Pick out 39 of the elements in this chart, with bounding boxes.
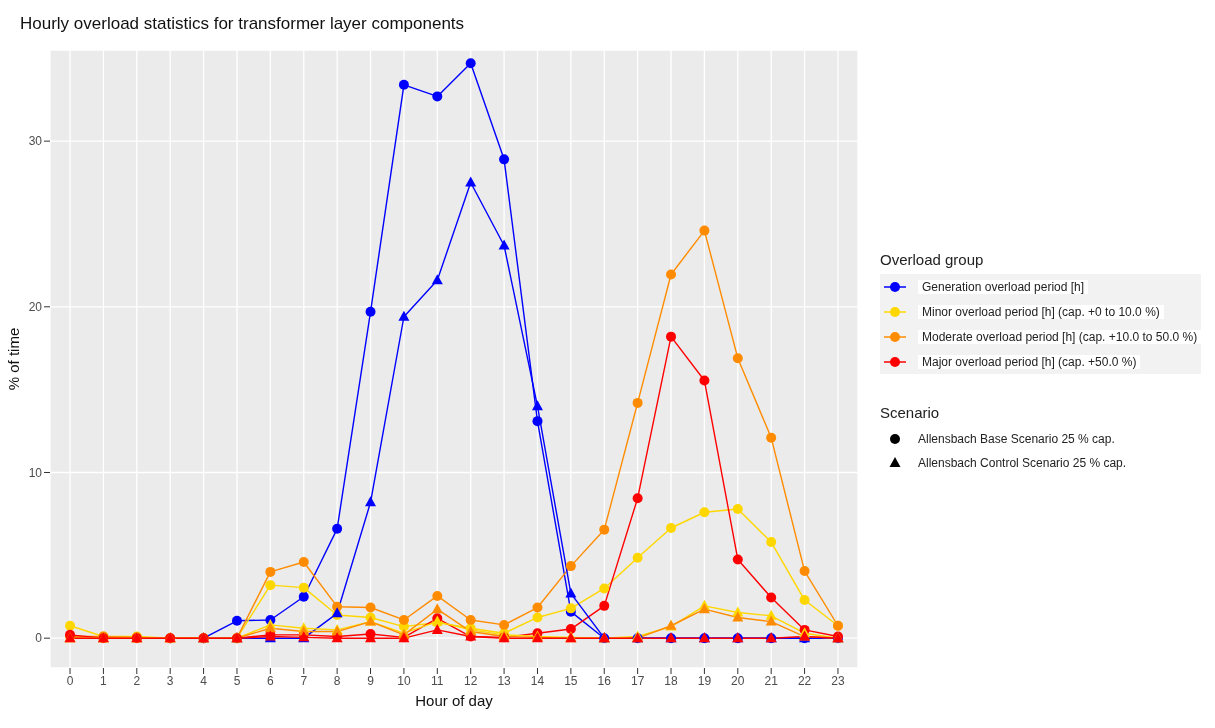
x-tick-label: 9 (367, 673, 375, 688)
x-tick-label: 17 (630, 673, 645, 688)
y-tick-label: 0 (35, 631, 43, 646)
legend-title: Overload group (880, 251, 985, 268)
chart-title: Hourly overload statistics for transformer layer components (20, 14, 465, 34)
y-axis-title: % of time (5, 327, 23, 391)
x-tick-label: 5 (233, 673, 241, 688)
legend-label: Generation overload period [h] (918, 279, 1089, 294)
x-tick-label: 1 (100, 673, 108, 688)
x-tick-label: 3 (166, 673, 174, 688)
x-tick-label: 16 (597, 673, 612, 688)
x-tick-label: 21 (764, 673, 779, 688)
x-tick-label: 11 (431, 673, 444, 688)
x-tick-label: 10 (397, 673, 411, 688)
x-tick-label: 6 (267, 673, 275, 688)
x-tick-label: 7 (300, 673, 308, 688)
x-tick-label: 23 (831, 673, 845, 688)
x-axis-title: Hour of day (415, 692, 494, 709)
x-tick-label: 14 (530, 673, 545, 688)
text: Scenario (880, 403, 941, 421)
x-tick-label: 4 (200, 673, 208, 688)
x-tick-label: 0 (66, 673, 74, 688)
text: Allensbach Control Scenario 25 % cap. (918, 455, 1127, 470)
x-tick-label: 22 (797, 673, 812, 688)
x-tick-label: 12 (464, 673, 478, 688)
x-tick-label: 19 (697, 673, 712, 688)
y-tick-label: 10 (28, 465, 43, 480)
y-tick-label: 20 (28, 300, 43, 315)
x-tick-label: 18 (664, 673, 679, 688)
legend-label: Major overload period [h] (cap. +50.0 %) (918, 354, 1141, 369)
x-tick-label: 20 (731, 673, 745, 688)
x-tick-label: 15 (564, 673, 578, 688)
x-tick-label: 8 (333, 673, 341, 688)
legend-label: Minor overload period [h] (cap. +0 to 10.0 %) (918, 304, 1164, 319)
text: Allensbach Base Scenario 25 % cap. (918, 431, 1115, 446)
x-tick-label: 13 (497, 673, 512, 688)
x-tick-label: 2 (133, 673, 141, 688)
legend-label: Moderate overload period [h] (cap. +10.0 to 50.0 %) (918, 329, 1202, 344)
y-tick-label: 30 (28, 134, 43, 149)
